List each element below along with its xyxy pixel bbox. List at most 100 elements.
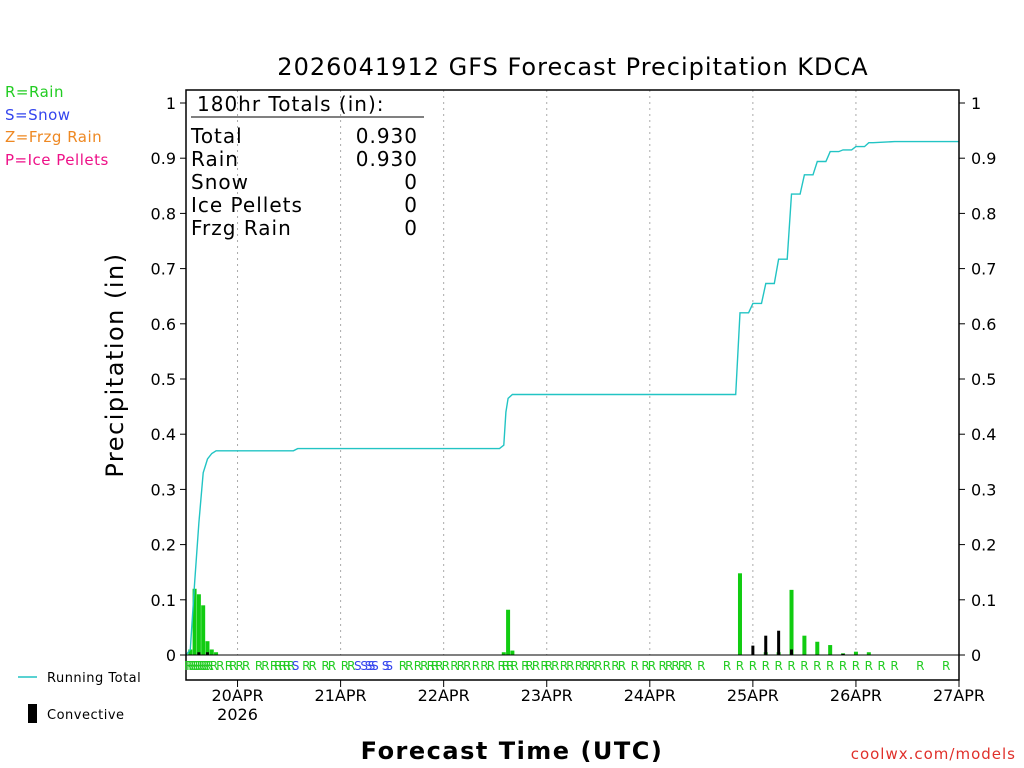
phase-marker: R: [665, 659, 673, 673]
y-tick-label: 0.6: [151, 315, 176, 334]
phase-marker: R: [201, 659, 209, 673]
phase-marker: R: [188, 659, 196, 673]
phase-marker: R: [236, 659, 244, 673]
phase-marker: S: [365, 659, 373, 673]
convective-bar: [764, 635, 768, 655]
phase-marker: R: [551, 659, 559, 673]
phase-marker: R: [205, 659, 213, 673]
precip-bar: [802, 635, 807, 655]
line-legend: Running Total Convective: [18, 671, 141, 723]
phase-marker: R: [405, 659, 413, 673]
phase-marker: R: [287, 659, 295, 673]
phase-marker: R: [611, 659, 619, 673]
precip-bar: [205, 641, 210, 655]
precip-bar: [853, 651, 858, 655]
phase-marker: R: [521, 659, 529, 673]
phase-marker: R: [274, 659, 282, 673]
phase-marker: R: [270, 659, 278, 673]
phase-marker: R: [203, 659, 211, 673]
phase-marker: R: [684, 659, 692, 673]
x-tick-label: 22APR: [418, 686, 470, 705]
x-tick-sublabel: 2026: [217, 705, 258, 724]
totals-row-label: Rain: [191, 147, 239, 171]
y-tick-label: 0.9: [971, 149, 996, 168]
phase-marker: R: [942, 659, 950, 673]
phase-marker: R: [575, 659, 583, 673]
x-tick-label: 24APR: [624, 686, 676, 705]
phase-marker: R: [826, 659, 834, 673]
phase-marker: R: [839, 659, 847, 673]
phase-marker: S: [368, 659, 376, 673]
convective-legend-label: Convective: [47, 708, 125, 723]
totals-row-value: 0: [404, 170, 418, 194]
convective-bar: [205, 652, 209, 655]
phase-marker: R: [347, 659, 355, 673]
phase-marker: R: [588, 659, 596, 673]
phase-marker: R: [420, 659, 428, 673]
totals-row-value: 0: [404, 193, 418, 217]
phase-marker: R: [659, 659, 667, 673]
phase-marker: R: [510, 659, 518, 673]
phase-marker: R: [242, 659, 250, 673]
site-credit: coolwx.com/models: [850, 745, 1016, 763]
y-tick-label: 0.5: [971, 370, 996, 389]
y-tick-label: 0.2: [971, 536, 996, 555]
phase-marker: R: [321, 659, 329, 673]
phase-marker: R: [813, 659, 821, 673]
phase-marker: R: [545, 659, 553, 673]
phase-marker: R: [502, 659, 510, 673]
phase-marker: S: [385, 659, 393, 673]
x-tick-label: 26APR: [830, 686, 882, 705]
x-axis-label: Forecast Time (UTC): [361, 737, 664, 765]
convective-bar: [841, 653, 845, 655]
y-tick-label: 0.4: [151, 425, 176, 444]
convective-bar: [790, 649, 794, 655]
phase-marker: R: [399, 659, 407, 673]
phase-marker: R: [723, 659, 731, 673]
phase-marker: R: [328, 659, 336, 673]
precip-bar: [815, 641, 820, 655]
phase-marker: R: [540, 659, 548, 673]
precip-bar: [501, 652, 506, 655]
y-axis-left: 0 0.1 0.2 0.3 0.4 0.5 0.6 0.7 0.8 0.9 1: [151, 94, 186, 665]
totals-heading: 180hr Totals (in):: [197, 92, 385, 116]
phase-marker: S: [354, 659, 362, 673]
precip-bar: [196, 594, 201, 655]
totals-row-label: Ice Pellets: [191, 193, 303, 217]
phase-legend-item: S=Snow: [5, 105, 71, 124]
convective-bars: [197, 630, 845, 655]
y-tick-label: 1: [971, 94, 981, 113]
y-tick-label: 0.3: [971, 480, 996, 499]
phase-marker: R: [261, 659, 269, 673]
y-tick-label: 0.5: [151, 370, 176, 389]
y-tick-label: 0.6: [971, 315, 996, 334]
phase-marker: R: [278, 659, 286, 673]
phase-marker: S: [382, 659, 390, 673]
phase-marker: R: [283, 659, 291, 673]
phase-marker: R: [878, 659, 886, 673]
convective-bar: [197, 652, 201, 655]
phase-legend-item: R=Rain: [5, 83, 64, 101]
phase-marker: R: [216, 659, 224, 673]
y-tick-label: 0.8: [971, 204, 996, 223]
y-tick-label: 1: [166, 94, 176, 113]
phase-marker: R: [341, 659, 349, 673]
phase-marker: R: [186, 659, 194, 673]
y-tick-label: 0.8: [151, 204, 176, 223]
precip-bar: [188, 649, 193, 655]
phase-marker: R: [532, 659, 540, 673]
date-gridlines: [237, 90, 857, 655]
y-tick-label: 0: [971, 646, 981, 665]
phase-marker: R: [229, 659, 237, 673]
precip-bar: [506, 609, 511, 655]
phase-marker: R: [197, 659, 205, 673]
phase-marker: R: [190, 659, 198, 673]
phase-marker: R: [497, 659, 505, 673]
phase-marker: R: [199, 659, 207, 673]
phase-marker: R: [463, 659, 471, 673]
totals-row-label: Snow: [191, 170, 249, 194]
convective-bar: [777, 630, 781, 655]
totals-row-label: Frzg Rain: [191, 216, 292, 240]
phase-marker: S: [360, 659, 368, 673]
